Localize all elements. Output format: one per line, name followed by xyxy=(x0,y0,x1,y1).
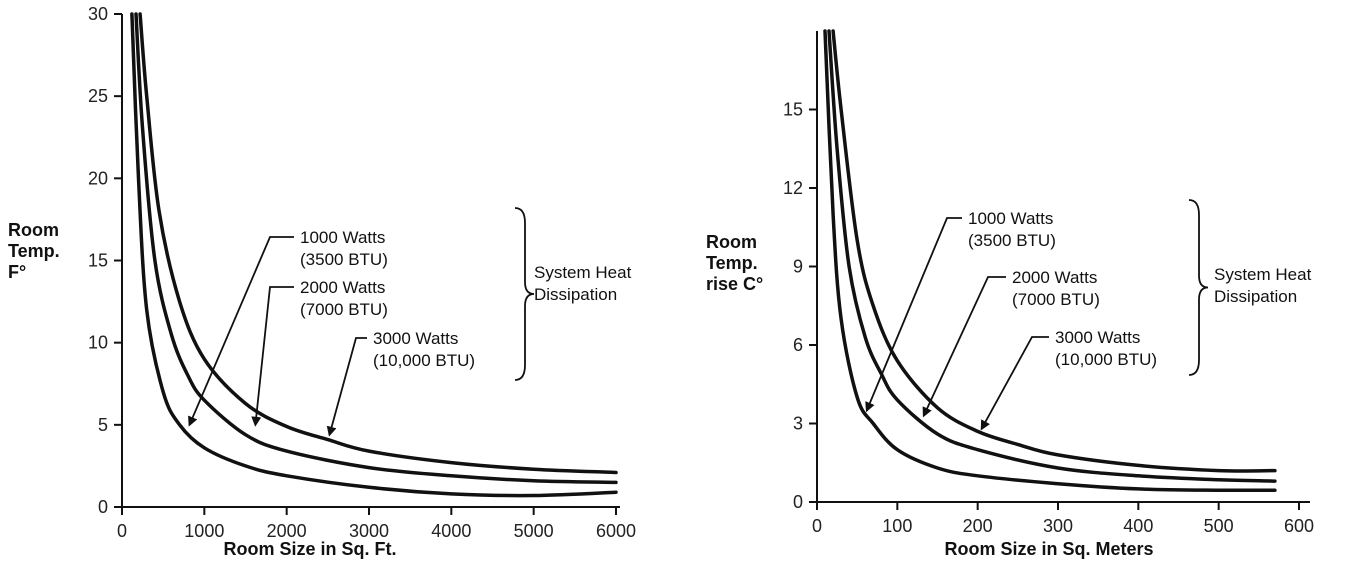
brace-label: Dissipation xyxy=(1214,287,1297,306)
y-axis-title: rise C° xyxy=(706,274,763,294)
annotation-label: 2000 Watts xyxy=(1012,268,1097,287)
x-tick-label: 5000 xyxy=(514,521,554,541)
series-line-1 xyxy=(823,29,1277,493)
annotation-label: 1000 Watts xyxy=(300,228,385,247)
annotation-label: (3500 BTU) xyxy=(968,231,1056,250)
x-tick-label: 0 xyxy=(812,516,822,536)
brace-label: System Heat xyxy=(1214,265,1312,284)
x-tick-label: 3000 xyxy=(349,521,389,541)
series-line-3 xyxy=(831,29,1277,473)
annotation-label: (10,000 BTU) xyxy=(373,351,475,370)
annotation-arrow xyxy=(865,217,962,413)
series-line-2 xyxy=(134,12,618,485)
y-tick-label: 3 xyxy=(793,414,803,434)
x-tick-label: 100 xyxy=(882,516,912,536)
y-tick-label: 20 xyxy=(88,168,108,188)
y-tick-label: 0 xyxy=(98,497,108,517)
y-tick-label: 5 xyxy=(98,415,108,435)
annotation-label: (7000 BTU) xyxy=(300,300,388,319)
annotation-arrow xyxy=(980,336,1049,431)
annotation-arrow xyxy=(326,337,367,437)
y-axis-title: F° xyxy=(8,262,26,282)
y-tick-label: 6 xyxy=(793,335,803,355)
annotation-label: (7000 BTU) xyxy=(1012,290,1100,309)
x-tick-label: 200 xyxy=(963,516,993,536)
x-tick-label: 500 xyxy=(1204,516,1234,536)
y-tick-label: 15 xyxy=(783,100,803,120)
y-axis-title: Temp. xyxy=(706,253,758,273)
annotation-arrow xyxy=(251,286,294,427)
annotation-arrow xyxy=(188,236,294,427)
annotation-arrow xyxy=(922,276,1006,418)
x-tick-label: 4000 xyxy=(431,521,471,541)
annotation-label: 1000 Watts xyxy=(968,209,1053,228)
left-chart: 0 5 10 15 20 25 30 0 1000 2000 3000 4000 5000 6000 Roo… xyxy=(8,4,636,559)
y-tick-label: 30 xyxy=(88,4,108,24)
annotation-label: (10,000 BTU) xyxy=(1055,350,1157,369)
annotation-label: 3000 Watts xyxy=(1055,328,1140,347)
y-tick-label: 25 xyxy=(88,86,108,106)
x-tick-label: 400 xyxy=(1123,516,1153,536)
x-axis-title: Room Size in Sq. Ft. xyxy=(223,539,396,559)
annotation-label: 2000 Watts xyxy=(300,278,385,297)
series-line-2 xyxy=(827,29,1277,483)
y-axis-title: Room xyxy=(8,220,59,240)
annotation-label: 3000 Watts xyxy=(373,329,458,348)
y-axis-title: Room xyxy=(706,232,757,252)
x-tick-label: 600 xyxy=(1284,516,1314,536)
x-tick-label: 6000 xyxy=(596,521,636,541)
annotation-label: (3500 BTU) xyxy=(300,250,388,269)
brace-label: Dissipation xyxy=(534,285,617,304)
brace xyxy=(514,207,535,381)
series-line-3 xyxy=(138,12,618,475)
y-tick-label: 12 xyxy=(783,178,803,198)
y-tick-label: 9 xyxy=(793,257,803,277)
brace xyxy=(1188,199,1209,376)
right-chart: 0 3 6 9 12 15 0 100 200 300 400 500 600 RoomTemp.rise… xyxy=(706,29,1314,559)
brace-label: System Heat xyxy=(534,263,632,282)
x-tick-label: 300 xyxy=(1043,516,1073,536)
x-axis-title: Room Size in Sq. Meters xyxy=(944,539,1153,559)
x-tick-label: 1000 xyxy=(184,521,224,541)
x-tick-label: 0 xyxy=(117,521,127,541)
y-tick-label: 0 xyxy=(793,492,803,512)
series-line-1 xyxy=(130,12,618,498)
y-axis-title: Temp. xyxy=(8,241,60,261)
y-tick-label: 15 xyxy=(88,251,108,271)
x-tick-label: 2000 xyxy=(267,521,307,541)
y-tick-label: 10 xyxy=(88,333,108,353)
